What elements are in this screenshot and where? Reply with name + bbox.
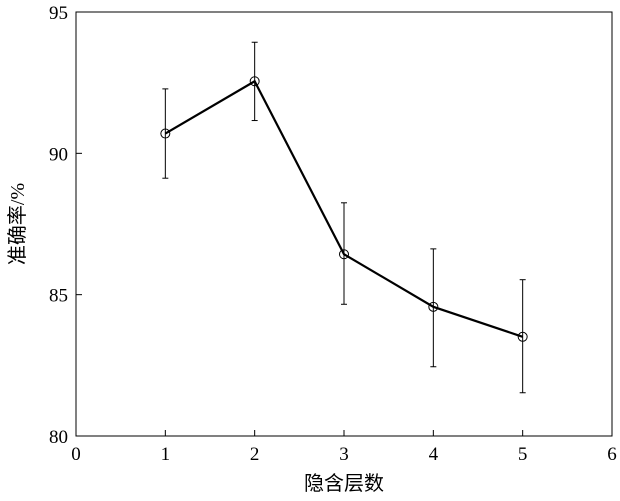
y-tick-label: 95 (49, 3, 68, 24)
x-tick-label: 4 (429, 444, 439, 465)
x-tick-label: 1 (161, 444, 171, 465)
x-tick-label: 2 (250, 444, 260, 465)
x-tick-label: 6 (607, 444, 617, 465)
y-tick-label: 85 (49, 286, 68, 307)
y-axis-label: 准确率/% (6, 183, 29, 265)
data-point (517, 331, 528, 342)
data-point (249, 76, 260, 87)
x-tick-label: 5 (518, 444, 528, 465)
data-point (339, 249, 349, 260)
y-tick-label: 80 (49, 427, 68, 448)
x-axis-label: 隐含层数 (304, 472, 384, 495)
x-tick-label: 0 (71, 444, 81, 465)
data-point (428, 301, 439, 312)
x-tick-label: 3 (339, 444, 349, 465)
series-line (164, 79, 524, 338)
y-tick-label: 90 (49, 144, 68, 165)
data-point (160, 128, 171, 139)
